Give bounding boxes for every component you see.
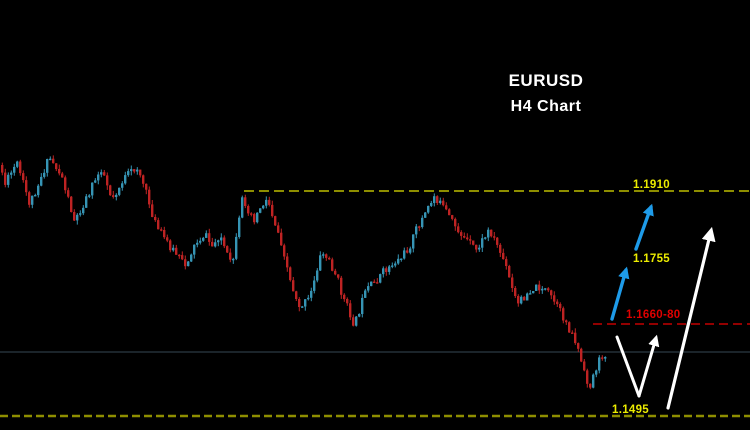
rally-projection-arrow — [666, 226, 716, 410]
pullback-leg-down-arrow — [615, 335, 641, 398]
resistance-zone-label: 1.1660-80 — [626, 309, 681, 321]
interim-target-label: 1.1755 — [633, 253, 670, 265]
chart-title: EURUSD H4 Chart — [450, 71, 642, 116]
projection-up-1-arrow — [610, 266, 630, 321]
symbol-title: EURUSD — [508, 71, 584, 90]
support-level-label: 1.1495 — [612, 404, 649, 416]
resistance-level-label: 1.1910 — [633, 179, 670, 191]
pullback-leg-up-arrow — [637, 334, 660, 398]
projection-up-2-arrow — [634, 203, 654, 251]
timeframe-title: H4 Chart — [510, 98, 582, 115]
